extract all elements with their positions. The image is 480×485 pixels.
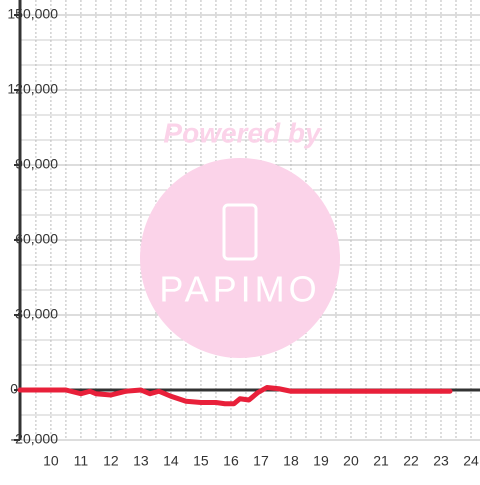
x-tick-label: 21 <box>373 453 389 469</box>
line <box>17 385 453 407</box>
y-tick-label: 90,000 <box>15 156 58 172</box>
x-tick-label: 16 <box>223 453 239 469</box>
x-tick-label: 17 <box>253 453 269 469</box>
x-tick-label: 20 <box>343 453 359 469</box>
watermark-text: PAPIMO <box>159 269 320 310</box>
x-tick-label: 24 <box>463 453 479 469</box>
x-tick-label: 18 <box>283 453 299 469</box>
y-tick-label: -20,000 <box>11 431 59 447</box>
x-tick-label: 22 <box>403 453 419 469</box>
y-tick-label: 0 <box>10 381 18 397</box>
x-tick-label: 11 <box>74 453 89 469</box>
x-tick-label: 23 <box>433 453 449 469</box>
x-tick-label: 12 <box>103 453 119 469</box>
y-tick-label: 150,000 <box>7 6 58 22</box>
y-tick-label: 30,000 <box>15 306 58 322</box>
watermark-icon <box>222 203 258 261</box>
x-tick-label: 19 <box>313 453 329 469</box>
x-tick-label: 10 <box>43 453 59 469</box>
x-tick-label: 13 <box>133 453 149 469</box>
y-tick-label: 120,000 <box>7 81 58 97</box>
y-tick-label: 60,000 <box>15 231 58 247</box>
watermark-text: Powered by <box>163 117 322 148</box>
x-tick-label: 15 <box>193 453 209 469</box>
x-tick-label: 14 <box>163 453 179 469</box>
